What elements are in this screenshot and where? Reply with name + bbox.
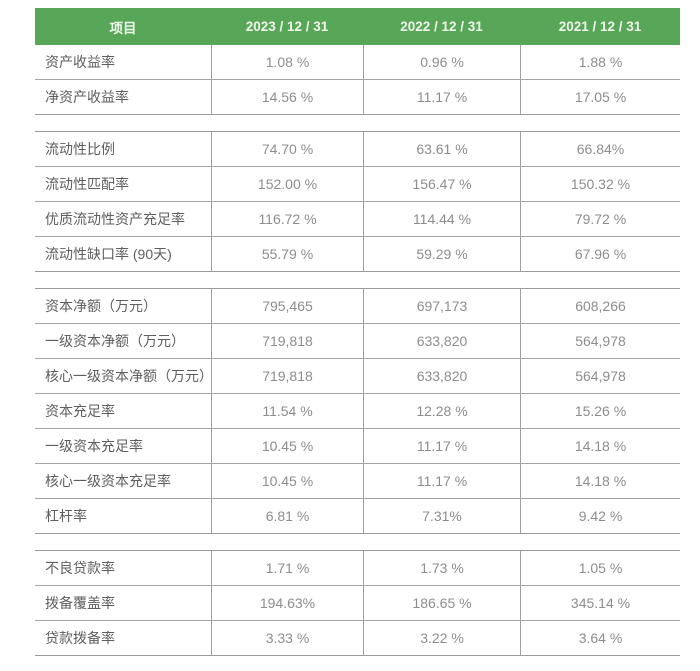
section-asset-quality: 不良贷款率 1.71 % 1.73 % 1.05 % 拨备覆盖率 194.63%…: [35, 550, 680, 656]
row-label: 资本充足率: [45, 403, 115, 419]
financial-indicators-table: 项目 2023 / 12 / 31 2022 / 12 / 31 2021 / …: [35, 8, 680, 656]
header-date-2021: 2021 / 12 / 31: [558, 19, 642, 34]
row-value-2021: 17.05 %: [520, 80, 680, 114]
table-row: 核心一级资本净额（万元） 719,818 633,820 564,978: [35, 358, 680, 393]
row-label: 贷款拨备率: [45, 630, 115, 646]
row-value-2022: 7.31%: [363, 499, 520, 533]
table-row: 拨备覆盖率 194.63% 186.65 % 345.14 %: [35, 585, 680, 620]
row-value-2021: 1.05 %: [520, 551, 680, 585]
row-value-2023: 11.54 %: [211, 394, 363, 428]
row-value-2022: 186.65 %: [363, 586, 520, 620]
row-value-2023: 3.33 %: [211, 621, 363, 655]
row-value-2021: 564,978: [520, 359, 680, 393]
row-label: 流动性比例: [45, 141, 115, 157]
row-value-2021: 9.42 %: [520, 499, 680, 533]
row-value-2021: 79.72 %: [520, 202, 680, 236]
row-label: 一级资本净额（万元）: [45, 333, 185, 349]
row-value-2022: 11.17 %: [363, 429, 520, 463]
table-row: 流动性比例 74.70 % 63.61 % 66.84%: [35, 132, 680, 166]
row-label: 流动性匹配率: [45, 176, 129, 192]
row-value-2023: 10.45 %: [211, 429, 363, 463]
section-capital: 资本净额（万元） 795,465 697,173 608,266 一级资本净额（…: [35, 288, 680, 534]
table-row: 贷款拨备率 3.33 % 3.22 % 3.64 %: [35, 620, 680, 655]
row-value-2021: 345.14 %: [520, 586, 680, 620]
row-value-2023: 1.08 %: [211, 45, 363, 79]
row-value-2023: 1.71 %: [211, 551, 363, 585]
row-value-2022: 156.47 %: [363, 167, 520, 201]
row-value-2021: 66.84%: [520, 132, 680, 166]
table-row: 流动性缺口率 (90天) 55.79 % 59.29 % 67.96 %: [35, 236, 680, 271]
row-value-2021: 150.32 %: [520, 167, 680, 201]
row-label: 资产收益率: [45, 54, 115, 70]
row-value-2022: 0.96 %: [363, 45, 520, 79]
row-label: 一级资本充足率: [45, 438, 143, 454]
row-value-2022: 11.17 %: [363, 464, 520, 498]
table-row: 不良贷款率 1.71 % 1.73 % 1.05 %: [35, 551, 680, 585]
row-value-2023: 116.72 %: [211, 202, 363, 236]
row-value-2022: 3.22 %: [363, 621, 520, 655]
row-value-2023: 795,465: [211, 289, 363, 323]
row-value-2022: 633,820: [363, 359, 520, 393]
row-label: 核心一级资本充足率: [45, 473, 171, 489]
table-row: 资本充足率 11.54 % 12.28 % 15.26 %: [35, 393, 680, 428]
table-header-row: 项目 2023 / 12 / 31 2022 / 12 / 31 2021 / …: [35, 8, 680, 45]
row-value-2022: 12.28 %: [363, 394, 520, 428]
row-value-2022: 1.73 %: [363, 551, 520, 585]
header-item-column: 项目: [109, 20, 137, 36]
table-row: 资本净额（万元） 795,465 697,173 608,266: [35, 289, 680, 323]
row-value-2021: 564,978: [520, 324, 680, 358]
section-liquidity: 流动性比例 74.70 % 63.61 % 66.84% 流动性匹配率 152.…: [35, 131, 680, 272]
table-row: 一级资本充足率 10.45 % 11.17 % 14.18 %: [35, 428, 680, 463]
row-value-2023: 719,818: [211, 324, 363, 358]
table-row: 杠杆率 6.81 % 7.31% 9.42 %: [35, 498, 680, 533]
row-value-2022: 11.17 %: [363, 80, 520, 114]
row-value-2021: 67.96 %: [520, 237, 680, 271]
row-value-2022: 63.61 %: [363, 132, 520, 166]
row-label: 核心一级资本净额（万元）: [45, 368, 213, 384]
row-label: 不良贷款率: [45, 560, 115, 576]
table-row: 优质流动性资产充足率 116.72 % 114.44 % 79.72 %: [35, 201, 680, 236]
table-row: 核心一级资本充足率 10.45 % 11.17 % 14.18 %: [35, 463, 680, 498]
row-value-2023: 10.45 %: [211, 464, 363, 498]
table-row: 资产收益率 1.08 % 0.96 % 1.88 %: [35, 45, 680, 79]
row-label: 拨备覆盖率: [45, 595, 115, 611]
row-value-2021: 15.26 %: [520, 394, 680, 428]
row-value-2023: 194.63%: [211, 586, 363, 620]
row-value-2021: 1.88 %: [520, 45, 680, 79]
header-date-2023: 2023 / 12 / 31: [245, 19, 329, 34]
row-label: 优质流动性资产充足率: [45, 211, 185, 227]
table-row: 流动性匹配率 152.00 % 156.47 % 150.32 %: [35, 166, 680, 201]
table-row: 净资产收益率 14.56 % 11.17 % 17.05 %: [35, 79, 680, 114]
row-label: 净资产收益率: [45, 89, 129, 105]
row-label: 资本净额（万元）: [45, 298, 157, 314]
table-row: 一级资本净额（万元） 719,818 633,820 564,978: [35, 323, 680, 358]
row-value-2021: 14.18 %: [520, 429, 680, 463]
row-value-2023: 74.70 %: [211, 132, 363, 166]
row-value-2022: 59.29 %: [363, 237, 520, 271]
row-value-2021: 14.18 %: [520, 464, 680, 498]
row-value-2021: 608,266: [520, 289, 680, 323]
header-date-2022: 2022 / 12 / 31: [400, 19, 483, 34]
row-value-2023: 14.56 %: [211, 80, 363, 114]
row-label: 流动性缺口率 (90天): [45, 246, 172, 262]
row-value-2022: 633,820: [363, 324, 520, 358]
row-value-2022: 697,173: [363, 289, 520, 323]
row-value-2022: 114.44 %: [363, 202, 520, 236]
row-value-2023: 55.79 %: [211, 237, 363, 271]
row-value-2023: 152.00 %: [211, 167, 363, 201]
row-value-2023: 6.81 %: [211, 499, 363, 533]
row-value-2023: 719,818: [211, 359, 363, 393]
row-value-2021: 3.64 %: [520, 621, 680, 655]
row-label: 杠杆率: [45, 508, 87, 524]
section-profitability: 资产收益率 1.08 % 0.96 % 1.88 % 净资产收益率 14.56 …: [35, 45, 680, 115]
